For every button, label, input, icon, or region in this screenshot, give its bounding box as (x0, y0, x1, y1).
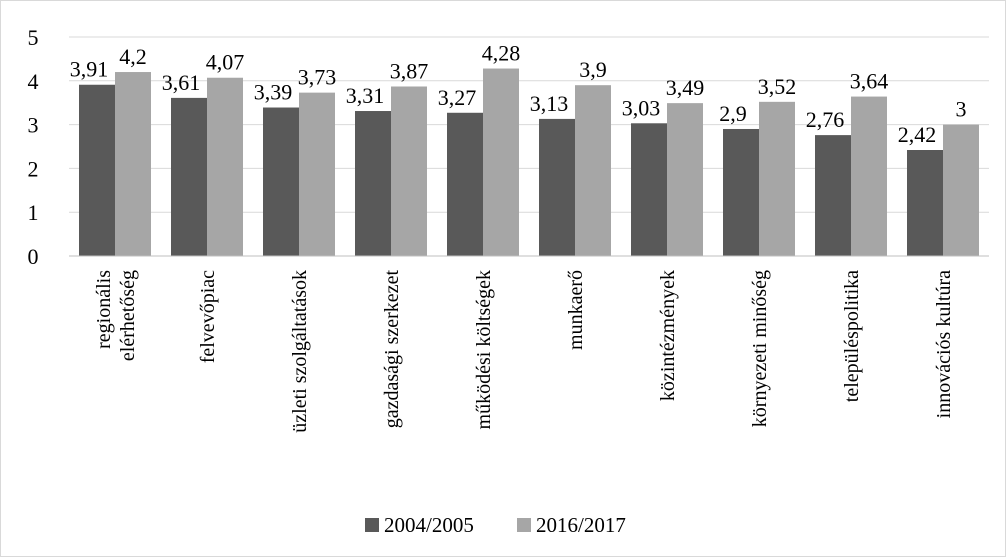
data-label: 3,61 (162, 70, 201, 95)
data-labels: 3,91 4,2 3,614,07 3,393,73 3,313,87 3,274,28 3… (70, 41, 967, 147)
y-tick-label: 5 (28, 25, 39, 50)
bar-2004-2005-3 (355, 111, 391, 256)
legend-swatch (517, 518, 531, 532)
category-label: gazdasági szerkezet (381, 270, 403, 429)
category-label-line: munkaerő (565, 270, 587, 350)
category-label-line: üzleti szolgáltatások (289, 270, 311, 433)
bar-2016-2017-8 (851, 96, 887, 257)
category-label: munkaerő (565, 270, 587, 350)
data-label: 2,42 (898, 122, 937, 147)
data-label: 3,49 (666, 75, 705, 100)
data-label: 3,27 (438, 85, 477, 110)
bar-2004-2005-0 (79, 84, 115, 256)
bars (79, 68, 979, 257)
category-label: környezeti minőség (749, 270, 771, 427)
category-label-line: környezeti minőség (749, 270, 771, 427)
legend: 2004/2005 2016/2017 (365, 513, 626, 537)
bar-2016-2017-6 (667, 103, 703, 256)
bar-2004-2005-9 (907, 150, 943, 256)
category-label-line: településpolitika (841, 270, 863, 402)
data-label: 2,9 (719, 101, 747, 126)
bar-2004-2005-8 (815, 135, 851, 256)
category-label-line: gazdasági szerkezet (381, 270, 403, 429)
y-tick-label: 2 (28, 156, 39, 181)
category-label-line: innovációs kultúra (933, 270, 955, 418)
data-label: 3,73 (298, 65, 337, 90)
data-label: 3,03 (622, 95, 661, 120)
bar-2016-2017-9 (943, 124, 979, 256)
category-label: innovációs kultúra (933, 270, 955, 418)
bar-2016-2017-0 (115, 72, 151, 256)
bar-2016-2017-7 (759, 101, 795, 256)
category-label-line: működési költségek (473, 270, 495, 429)
category-label: üzleti szolgáltatások (289, 270, 311, 433)
y-tick-label: 1 (28, 200, 39, 225)
data-label: 3,87 (390, 58, 429, 83)
bar-2016-2017-3 (391, 86, 427, 256)
category-label-line: regionális (93, 270, 115, 349)
data-label: 2,76 (806, 107, 845, 132)
data-label: 3,64 (850, 69, 889, 94)
category-label: településpolitika (841, 270, 863, 402)
bar-2016-2017-5 (575, 85, 611, 257)
bar-2004-2005-5 (539, 118, 575, 256)
y-tick-label: 3 (28, 113, 39, 138)
category-label: felvevőpiac (197, 270, 219, 363)
data-label: 4,28 (482, 41, 521, 66)
data-label: 3,52 (758, 74, 797, 99)
category-label-line: felvevőpiac (197, 270, 219, 363)
bar-2004-2005-7 (723, 128, 759, 256)
legend-label: 2004/2005 (384, 513, 474, 537)
data-label: 4,07 (206, 50, 245, 75)
category-label-line: elérhetőség (117, 270, 139, 361)
bar-2016-2017-1 (207, 77, 243, 256)
bar-2004-2005-4 (447, 112, 483, 256)
category-label: működési költségek (473, 270, 495, 429)
category-label-line: közintézmények (657, 270, 679, 401)
bar-2004-2005-1 (171, 97, 207, 256)
data-label: 3,39 (254, 80, 293, 105)
legend-label: 2016/2017 (536, 513, 626, 537)
y-tick-label: 0 (28, 244, 39, 269)
legend-swatch (365, 518, 379, 532)
data-label: 3,91 (70, 57, 109, 82)
data-label: 3 (956, 97, 967, 122)
data-label: 3,31 (346, 83, 385, 108)
category-label: közintézmények (657, 270, 679, 401)
data-label: 3,9 (579, 57, 607, 82)
y-tick-label: 4 (28, 69, 39, 94)
bar-2004-2005-2 (263, 107, 299, 256)
data-label: 4,2 (119, 44, 147, 69)
bar-2016-2017-4 (483, 68, 519, 256)
data-label: 3,13 (530, 91, 569, 116)
bar-2016-2017-2 (299, 92, 335, 256)
bar-2004-2005-6 (631, 123, 667, 256)
axes: 0 1 2 3 4 5 regionális elérhetőség felvevőpiac üz… (28, 25, 989, 433)
category-label: regionális elérhetőség (93, 270, 139, 361)
